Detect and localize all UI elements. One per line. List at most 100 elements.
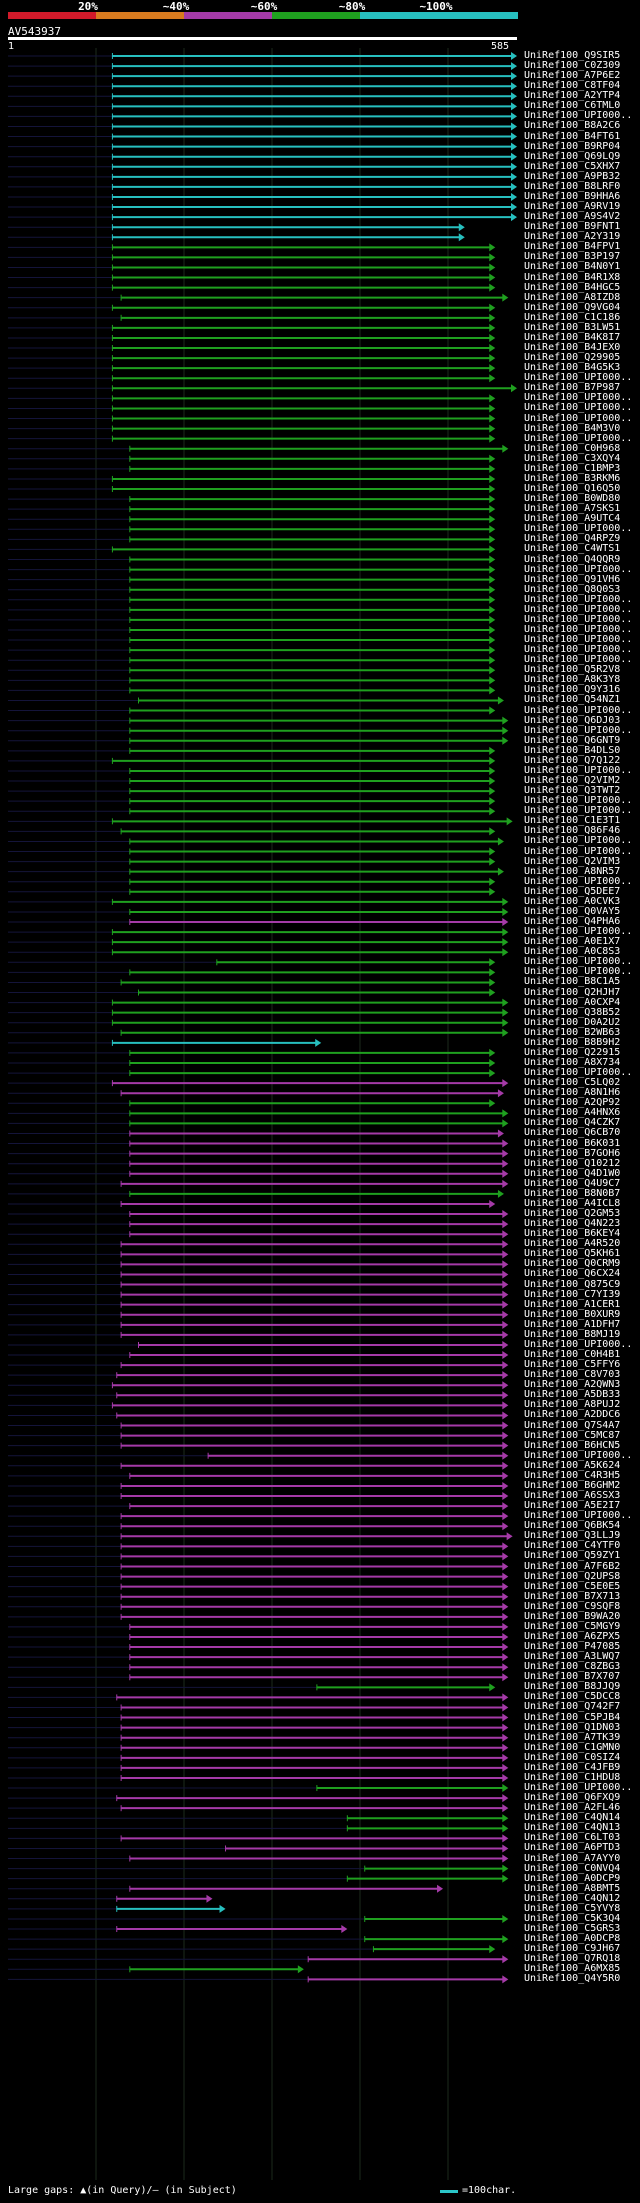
hit-label[interactable]: UniRef100_C4YTF0 [524,1540,621,1552]
hit-label[interactable]: UniRef100_A8X734 [524,1057,621,1068]
hit-label[interactable]: UniRef100_A9RV19 [524,201,621,213]
hit-label[interactable]: UniRef100_C1C186 [524,311,621,323]
hit-label[interactable]: UniRef100_C9SQF8 [524,1600,621,1612]
hit-label[interactable]: UniRef100_B0WD80 [524,493,621,505]
hit-label[interactable]: UniRef100_UPI000.. [524,1338,633,1350]
hit-label[interactable]: UniRef100_UPI000.. [524,563,633,575]
hit-label[interactable]: UniRef100_A5E2I7 [524,1500,621,1512]
hit-label[interactable]: UniRef100_A6PTD3 [524,1842,621,1854]
hit-label[interactable]: UniRef100_UPI000.. [524,835,633,847]
hit-label[interactable]: UniRef100_A5DB33 [524,1389,621,1401]
hit-label[interactable]: UniRef100_C0Z309 [524,60,621,72]
hit-label[interactable]: UniRef100_A2QP92 [524,1097,621,1109]
hit-label[interactable]: UniRef100_Q4RPZ9 [524,533,621,545]
hit-label[interactable]: UniRef100_C5DCC8 [524,1691,621,1703]
hit-label[interactable]: UniRef100_A8IZD8 [524,291,621,303]
hit-label[interactable]: UniRef100_Q6GNT9 [524,734,621,746]
hit-label[interactable]: UniRef100_A0CVK3 [524,895,621,907]
hit-label[interactable]: UniRef100_B7X713 [524,1590,621,1602]
hit-label[interactable]: UniRef100_UPI000.. [524,523,633,535]
hit-label[interactable]: UniRef100_B9RP04 [524,140,621,152]
hit-label[interactable]: UniRef100_B0XUR9 [524,1308,621,1320]
hit-label[interactable]: UniRef100_UPI000.. [524,845,633,857]
hit-label[interactable]: UniRef100_C0SIZ4 [524,1751,621,1763]
hit-label[interactable]: UniRef100_Q9VG04 [524,301,621,313]
hit-label[interactable]: UniRef100_UPI000.. [524,603,633,615]
hit-label[interactable]: UniRef100_A7AYY0 [524,1852,621,1864]
hit-label[interactable]: UniRef100_B4DLS0 [524,744,621,756]
hit-label[interactable]: UniRef100_C1BMP3 [524,462,621,474]
hit-label[interactable]: UniRef100_C0NVQ4 [524,1862,621,1874]
hit-label[interactable]: UniRef100_UPI000.. [524,613,633,625]
hit-label[interactable]: UniRef100_A6MX85 [524,1963,621,1975]
hit-label[interactable]: UniRef100_A0DCP9 [524,1872,621,1884]
hit-label[interactable]: UniRef100_A3LWQ7 [524,1651,621,1663]
hit-label[interactable]: UniRef100_Q59ZY1 [524,1550,621,1562]
hit-label[interactable]: UniRef100_C5XHX7 [524,160,621,172]
hit-label[interactable]: UniRef100_C6TML0 [524,100,621,112]
hit-label[interactable]: UniRef100_UPI000.. [524,1067,633,1079]
hit-label[interactable]: UniRef100_C4QN12 [524,1892,621,1904]
hit-label[interactable]: UniRef100_C8TF04 [524,80,621,92]
hit-label[interactable]: UniRef100_A9S4V2 [524,211,621,223]
hit-label[interactable]: UniRef100_UPI000.. [524,805,633,817]
hit-label[interactable]: UniRef100_Q7S4A7 [524,1419,621,1431]
hit-label[interactable]: UniRef100_A5K624 [524,1459,621,1471]
hit-label[interactable]: UniRef100_Q2VIM3 [524,855,621,867]
hit-label[interactable]: UniRef100_C5K3Q4 [524,1912,621,1924]
hit-label[interactable]: UniRef100_A4HNX6 [524,1107,621,1119]
hit-label[interactable]: UniRef100_Q6DJ03 [524,714,621,726]
hit-label[interactable]: UniRef100_A8K3Y8 [524,674,621,686]
hit-label[interactable]: UniRef100_UPI000.. [524,956,633,968]
hit-label[interactable]: UniRef100_UPI000.. [524,634,633,646]
hit-label[interactable]: UniRef100_A0E1X7 [524,936,621,948]
hit-label[interactable]: UniRef100_C0H4B1 [524,1349,621,1361]
hit-label[interactable]: UniRef100_Q6CB70 [524,1127,621,1139]
hit-label[interactable]: UniRef100_B7GOH6 [524,1147,621,1159]
hit-label[interactable]: UniRef100_UPI000.. [524,1449,633,1461]
hit-label[interactable]: UniRef100_C5E0E5 [524,1580,621,1592]
hit-label[interactable]: UniRef100_C3XQY4 [524,452,621,464]
hit-label[interactable]: UniRef100_B7X707 [524,1671,621,1683]
hit-label[interactable]: UniRef100_B4M3V0 [524,422,621,434]
hit-label[interactable]: UniRef100_Q4Y5R0 [524,1973,621,1985]
hit-label[interactable]: UniRef100_Q5R2V8 [524,664,621,676]
hit-label[interactable]: UniRef100_B9FNT1 [524,221,621,233]
hit-label[interactable]: UniRef100_D0A2U2 [524,1016,621,1028]
hit-label[interactable]: UniRef100_C4R3H5 [524,1469,621,1481]
hit-label[interactable]: UniRef100_A0CXP4 [524,996,621,1008]
hit-label[interactable]: UniRef100_Q7RQ18 [524,1953,621,1965]
hit-label[interactable]: UniRef100_Q0CRM9 [524,1258,621,1270]
hit-label[interactable]: UniRef100_A2DDC6 [524,1409,621,1421]
hit-label[interactable]: UniRef100_B4HGC5 [524,281,621,293]
hit-label[interactable]: UniRef100_UPI000.. [524,623,633,635]
hit-label[interactable]: UniRef100_B7P987 [524,382,621,394]
hit-label[interactable]: UniRef100_B4G5K3 [524,362,621,374]
hit-label[interactable]: UniRef100_Q69LQ9 [524,150,621,162]
hit-label[interactable]: UniRef100_Q9SIR5 [524,50,621,61]
hit-label[interactable]: UniRef100_Q16Q50 [524,483,621,494]
hit-label[interactable]: UniRef100_B8N0B7 [524,1187,621,1199]
hit-label[interactable]: UniRef100_B8JJQ9 [524,1681,621,1693]
hit-label[interactable]: UniRef100_Q8Q0S3 [524,583,621,595]
hit-label[interactable]: UniRef100_A2QWN3 [524,1379,621,1391]
hit-label[interactable]: UniRef100_C1E3T1 [524,815,621,827]
hit-label[interactable]: UniRef100_C4QN13 [524,1822,621,1834]
hit-label[interactable]: UniRef100_A8NR57 [524,865,621,877]
hit-label[interactable]: UniRef100_B8MJ19 [524,1328,621,1340]
hit-label[interactable]: UniRef100_UPI000.. [524,110,633,122]
hit-label[interactable]: UniRef100_Q29905 [524,352,621,364]
hit-label[interactable]: UniRef100_UPI000.. [524,644,633,656]
hit-label[interactable]: UniRef100_Q3TWT2 [524,785,621,797]
hit-label[interactable]: UniRef100_A9PB32 [524,170,621,182]
hit-label[interactable]: UniRef100_UPI000.. [524,372,633,384]
hit-label[interactable]: UniRef100_Q2HJH7 [524,986,621,998]
hit-label[interactable]: UniRef100_A4ICL8 [524,1197,621,1209]
hit-label[interactable]: UniRef100_C5FFY6 [524,1359,621,1371]
hit-label[interactable]: UniRef100_Q4U9C7 [524,1177,621,1189]
hit-label[interactable]: UniRef100_C7YI39 [524,1288,621,1300]
hit-label[interactable]: UniRef100_UPI000.. [524,593,633,605]
hit-label[interactable]: UniRef100_C4WTS1 [524,543,621,555]
hit-label[interactable]: UniRef100_C1HDU8 [524,1771,621,1783]
hit-label[interactable]: UniRef100_UPI000.. [524,764,633,776]
